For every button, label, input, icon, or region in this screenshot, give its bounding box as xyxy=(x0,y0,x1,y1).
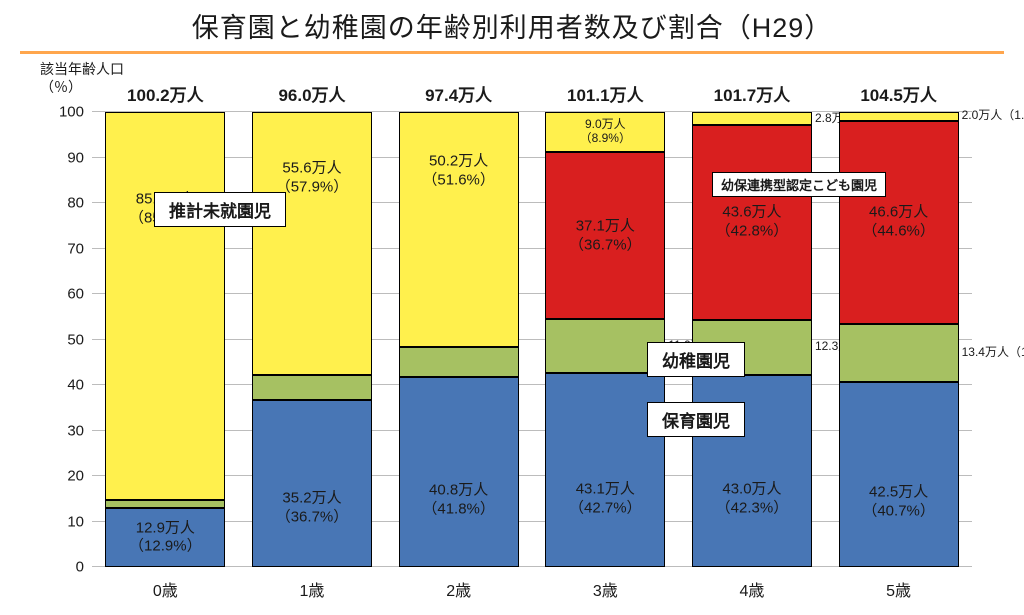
column-total: 101.7万人 xyxy=(714,81,791,106)
title-block: 保育園と幼稚園の年齢別利用者数及び割合（H29） xyxy=(0,0,1024,54)
bar-segment-kodomoen: 1.9万人（1.9%） xyxy=(105,500,225,509)
segment-label: 13.4万人（12.8%） xyxy=(962,346,1024,360)
bar-segment-mishuen: 2.8万人（2.7%） xyxy=(692,112,812,124)
bar-segment-hoiku: 42.5万人（40.7%） xyxy=(839,382,959,567)
bar-segment-mishuen: 2.0万人（1.9%） xyxy=(839,112,959,121)
column-total: 100.2万人 xyxy=(127,81,204,106)
ytick-label: 70 xyxy=(67,240,84,257)
bar-segment-mishuen: 9.0万人（8.9%） xyxy=(545,112,665,152)
segment-label: 50.2万人（51.6%） xyxy=(422,152,495,190)
bar-stack: 43.1万人（42.7%）11.9万人（11.8%）37.1万人（36.7%）9… xyxy=(545,112,665,567)
segment-label: 42.5万人（40.7%） xyxy=(862,483,935,521)
ytick-label: 60 xyxy=(67,286,84,303)
column-total: 97.4万人 xyxy=(425,81,492,106)
column-total: 104.5万人 xyxy=(860,81,937,106)
annotation-kodomoen: 幼保連携型認定こども園児 xyxy=(712,172,886,197)
ytick-label: 10 xyxy=(67,513,84,530)
ytick-label: 0 xyxy=(76,559,84,576)
ytick-label: 80 xyxy=(67,195,84,212)
bar-segment-youchien: 37.1万人（36.7%） xyxy=(545,152,665,319)
annotation-youchien: 幼稚園児 xyxy=(647,342,745,377)
bar-segment-kodomoen: 5.2万人（5.5%） xyxy=(252,375,372,400)
bar-segment-hoiku: 40.8万人（41.8%） xyxy=(399,377,519,567)
segment-label: 2.0万人（1.9%） xyxy=(962,109,1024,123)
segment-label: 43.1万人（42.7%） xyxy=(569,480,642,518)
column-total: 96.0万人 xyxy=(278,81,345,106)
bar-column: 96.0万人35.2万人（36.7%）5.2万人（5.5%）55.6万人（57.… xyxy=(252,112,372,567)
x-category-label: 3歳 xyxy=(593,577,618,601)
bar-column: 101.1万人43.1万人（42.7%）11.9万人（11.8%）37.1万人（… xyxy=(545,112,665,567)
ytick-label: 50 xyxy=(67,331,84,348)
bar-segment-hoiku: 12.9万人（12.9%） xyxy=(105,508,225,567)
bar-column: 100.2万人12.9万人（12.9%）1.9万人（1.9%）85.4万人（85… xyxy=(105,112,225,567)
segment-label: 37.1万人（36.7%） xyxy=(569,217,642,255)
yaxis-title-line2: （％） xyxy=(40,79,82,95)
bar-column: 97.4万人40.8万人（41.8%）6.4万人（6.6%）50.2万人（51.… xyxy=(399,112,519,567)
bar-segment-hoiku: 35.2万人（36.7%） xyxy=(252,400,372,567)
title-underline xyxy=(20,51,1004,54)
segment-label: 35.2万人（36.7%） xyxy=(276,490,349,528)
x-category-label: 5歳 xyxy=(886,577,911,601)
segment-label: 40.8万人（41.8%） xyxy=(422,481,495,519)
ytick-label: 30 xyxy=(67,422,84,439)
bar-stack: 40.8万人（41.8%） 6.4万人（6.6%） 50.2万人（51.6%） xyxy=(399,112,519,567)
x-category-label: 0歳 xyxy=(153,577,178,601)
chart-area: 該当年齢人口 （％） 100.2万人 12.9万人（12.9%） 1.9万人（1.9… xyxy=(40,60,1000,600)
bar-segment-kodomoen: 13.4万人（12.8%） xyxy=(839,324,959,382)
segment-label: 46.6万人（44.6%） xyxy=(862,203,935,241)
annotation-hoiku: 保育園児 xyxy=(647,402,745,437)
x-category-label: 4歳 xyxy=(740,577,765,601)
yaxis-title: 該当年齢人口 （％） xyxy=(40,60,124,96)
segment-label: 12.9万人（12.9%） xyxy=(129,519,202,557)
yaxis-title-line1: 該当年齢人口 xyxy=(40,61,124,77)
segment-label: 55.6万人（57.9%） xyxy=(276,160,349,198)
column-total: 101.1万人 xyxy=(567,81,644,106)
bar-segment-youchien: 46.6万人（44.6%） xyxy=(839,121,959,324)
bar-segment-mishuen: 55.6万人（57.9%） xyxy=(252,112,372,375)
bar-segment-kodomoen: 6.4万人（6.6%） xyxy=(399,347,519,377)
x-category-label: 1歳 xyxy=(300,577,325,601)
plot: 100.2万人12.9万人（12.9%）1.9万人（1.9%）85.4万人（85… xyxy=(92,112,972,567)
bar-segment-youchien: 43.6万人（42.8%） xyxy=(692,125,812,320)
x-category-label: 2歳 xyxy=(446,577,471,601)
page-title: 保育園と幼稚園の年齢別利用者数及び割合（H29） xyxy=(0,6,1024,45)
segment-label: 43.6万人（42.8%） xyxy=(716,203,789,241)
ytick-label: 100 xyxy=(59,104,84,121)
ytick-label: 40 xyxy=(67,377,84,394)
ytick-label: 90 xyxy=(67,149,84,166)
bar-segment-mishuen: 50.2万人（51.6%） xyxy=(399,112,519,347)
bar-stack: 35.2万人（36.7%） 5.2万人（5.5%） 55.6万人（57.9%） xyxy=(252,112,372,567)
bar-segment-mishuen: 85.4万人（85.2%） xyxy=(105,112,225,500)
annotation-mishuen: 推計未就園児 xyxy=(154,192,286,227)
segment-label: 43.0万人（42.3%） xyxy=(716,481,789,519)
segment-label: 9.0万人（8.9%） xyxy=(580,118,631,146)
bar-stack: 12.9万人（12.9%） 1.9万人（1.9%）85.4万人（85.2%） xyxy=(105,112,225,567)
ytick-label: 20 xyxy=(67,468,84,485)
